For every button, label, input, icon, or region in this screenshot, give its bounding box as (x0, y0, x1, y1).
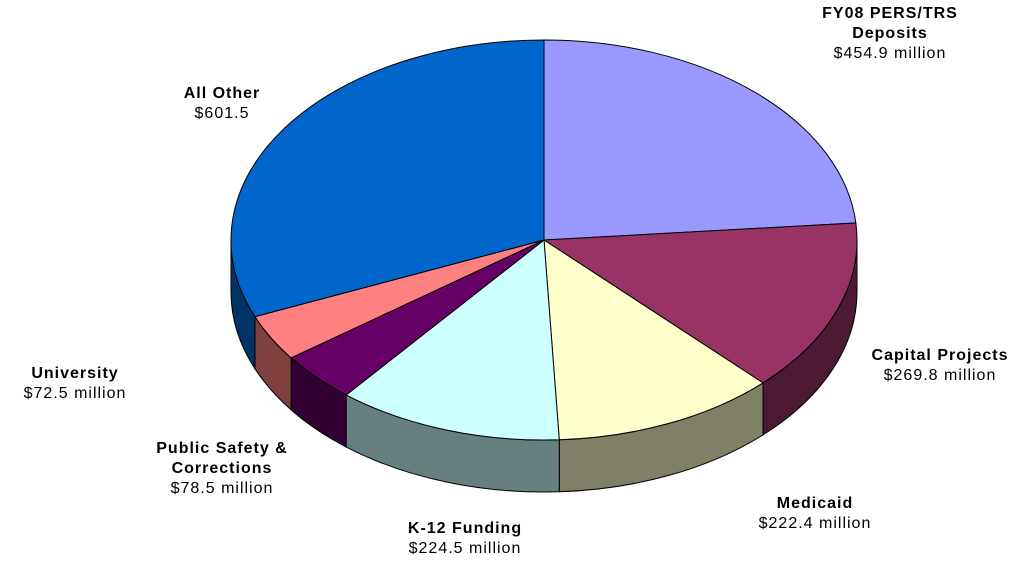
category-label: FY08 PERS/TRS Deposits (822, 5, 958, 42)
slice-label: Public Safety & Corrections $78.5 million (127, 439, 317, 499)
category-label: University (31, 365, 119, 382)
category-label: All Other (183, 85, 261, 102)
slice (543, 239, 764, 441)
value-label: $454.9 million (833, 45, 947, 62)
value-label: $222.4 million (758, 515, 872, 532)
value-label: $269.8 million (883, 367, 997, 384)
value-label: $72.5 million (23, 385, 127, 402)
category-label: Medicaid (776, 495, 854, 512)
value-label: $78.5 million (170, 480, 274, 497)
category-label: Capital Projects (871, 347, 1009, 364)
slice-label: FY08 PERS/TRS Deposits $454.9 million (790, 4, 990, 64)
slice (543, 39, 857, 241)
value-label: $224.5 million (408, 540, 522, 557)
category-label: Public Safety & Corrections (156, 440, 288, 477)
slice (345, 239, 560, 441)
slice-label: All Other $601.5 (152, 84, 292, 124)
slice-label: K-12 Funding $224.5 million (365, 519, 565, 559)
category-label: K-12 Funding (407, 520, 523, 537)
slice (230, 39, 545, 318)
value-label: $601.5 (194, 105, 250, 122)
slice-label: Medicaid $222.4 million (715, 494, 915, 534)
slice-label: University $72.5 million (0, 364, 165, 404)
slice-label: Capital Projects $269.8 million (840, 346, 1034, 386)
slice (542, 222, 858, 384)
